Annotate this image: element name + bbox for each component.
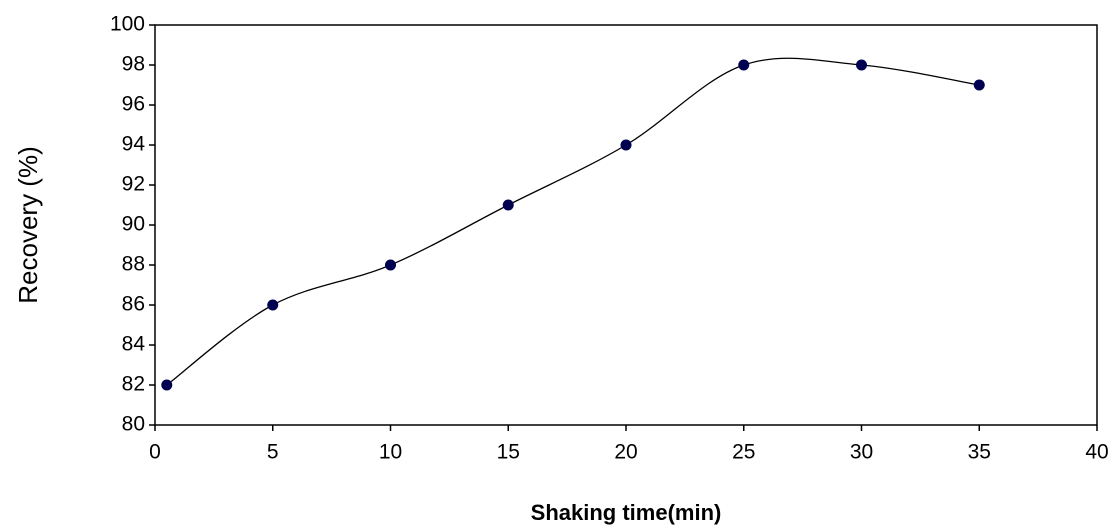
point [738,59,750,71]
x-tick-label: 25 [732,441,755,464]
x-tick-label: 15 [497,441,520,464]
y-tick-label: 80 [122,413,145,436]
point [856,59,867,71]
x-tick-label: 40 [1085,441,1108,464]
series-line [166,57,980,386]
y-tick-label: 86 [122,293,145,316]
y-axis-title: Recovery (%) [13,146,43,303]
x-tick-label: 10 [379,441,402,464]
point [385,259,396,271]
y-tick-label: 94 [122,133,146,156]
x-tick-label: 35 [968,441,991,464]
point [620,139,632,151]
point [267,299,279,311]
y-tick-label: 88 [122,253,145,276]
point [502,199,514,211]
y-tick-label: 98 [122,53,145,76]
x-tick-label: 20 [614,441,637,464]
y-tick-label: 90 [122,213,145,236]
y-tick-label: 82 [122,373,145,396]
x-axis-title: Shaking time(min) [531,500,722,525]
x-tick-label: 0 [149,441,161,464]
y-tick-label: 100 [110,13,145,36]
y-tick-label: 92 [122,173,145,196]
point [161,379,173,391]
plot-frame [154,24,1098,426]
y-tick-label: 96 [122,93,145,116]
x-tick-label: 5 [267,441,279,464]
y-tick-label: 84 [122,333,146,356]
x-tick-label: 30 [850,441,873,464]
point [973,79,985,91]
